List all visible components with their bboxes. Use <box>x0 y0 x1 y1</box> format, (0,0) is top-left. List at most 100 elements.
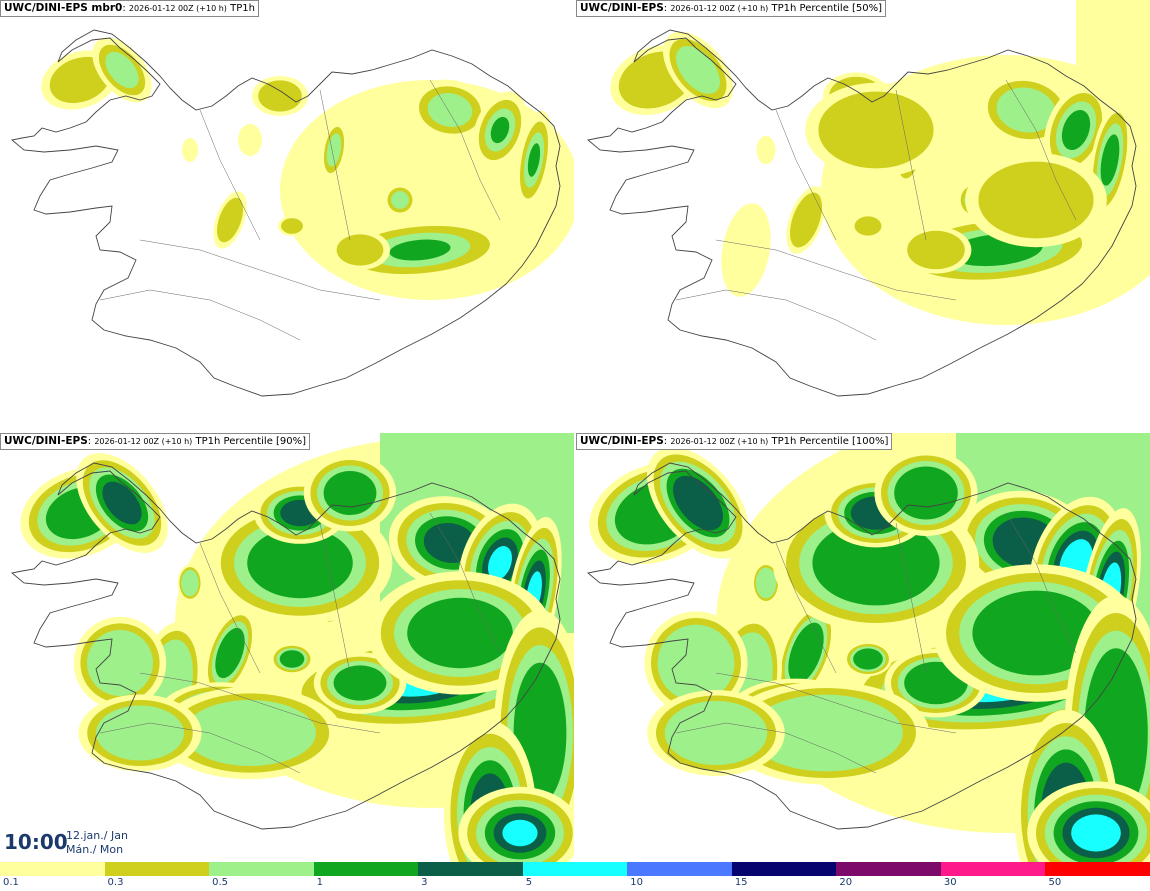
road-line <box>895 89 927 241</box>
map-panel-p50: UWC/DINI-EPS: 2026-01-12 00Z (+10 h) TP1… <box>576 0 1150 431</box>
run-time: 2026-01-12 00Z (+10 h) <box>94 437 193 446</box>
precip-contour <box>336 234 384 266</box>
precip-contour <box>673 475 723 531</box>
precip-map <box>586 433 1150 864</box>
precip-field <box>610 0 1150 325</box>
road-line <box>429 512 501 654</box>
precip-colorbar <box>0 862 1150 876</box>
precip-contour <box>281 218 303 234</box>
precip-contour <box>49 56 111 104</box>
precip-contour <box>812 520 940 606</box>
road-line <box>319 89 351 241</box>
precip-field <box>41 37 574 300</box>
road-line <box>775 542 837 674</box>
precip-contour <box>323 471 377 515</box>
road-line <box>715 672 957 734</box>
colorbar-tick-label: 0.1 <box>3 877 19 888</box>
precip-contour <box>853 648 883 670</box>
model-name: UWC/DINI-EPS <box>4 435 88 447</box>
colorbar-swatch <box>836 862 941 876</box>
precip-contour <box>721 203 771 297</box>
valid-date-line2: Mán./ Mon <box>66 843 124 856</box>
panel-title: UWC/DINI-EPS mbr0: 2026-01-12 00Z (+10 h… <box>0 0 259 17</box>
product-name: TP1h Percentile [50%] <box>771 3 883 14</box>
road-line <box>99 289 301 341</box>
coastline <box>10 462 561 830</box>
colorbar-tick-label: 0.3 <box>107 877 124 888</box>
road-line <box>319 522 351 674</box>
road-line <box>715 239 957 301</box>
model-name: UWC/DINI-EPS mbr0 <box>4 2 123 14</box>
colorbar-swatch <box>0 862 105 876</box>
road-line <box>675 289 877 341</box>
valid-date: 12.jan./ Jan Mán./ Mon <box>66 829 128 857</box>
colorbar-swatch <box>627 862 732 876</box>
road-line <box>199 109 261 241</box>
coastline <box>586 29 1137 397</box>
precip-contour <box>333 665 387 701</box>
precip-contour <box>1100 134 1120 186</box>
precip-contour <box>215 627 245 679</box>
colorbar-tick-label: 10 <box>630 877 643 888</box>
road-line <box>139 239 381 301</box>
road-line <box>139 672 381 734</box>
precip-contour <box>756 135 776 165</box>
colorbar-swatch <box>313 862 419 876</box>
panel-title: UWC/DINI-EPS: 2026-01-12 00Z (+10 h) TP1… <box>0 433 311 450</box>
precip-contour <box>1071 814 1121 852</box>
valid-time-box: 10:00 12.jan./ Jan Mán./ Mon <box>0 826 132 862</box>
precip-contour <box>657 624 735 702</box>
run-time: 2026-01-12 00Z (+10 h) <box>670 437 769 446</box>
precip-contour <box>788 622 824 684</box>
precip-contour <box>488 546 512 580</box>
precip-contour <box>664 701 768 765</box>
product-name: TP1h Percentile [100%] <box>771 436 889 447</box>
road-line <box>429 79 501 221</box>
coastline <box>10 29 561 397</box>
road-line <box>895 522 927 674</box>
precip-contour <box>247 527 353 599</box>
precip-contour <box>391 191 409 209</box>
precip-contour <box>238 124 262 156</box>
road-line <box>1005 512 1077 654</box>
precip-contour <box>818 91 934 169</box>
colorbar-tick-label: 5 <box>525 877 533 888</box>
precip-contour <box>755 567 777 599</box>
precip-contour <box>407 597 513 669</box>
road-line <box>199 542 261 674</box>
precip-contour <box>972 590 1100 676</box>
colorbar-tick-label: 20 <box>839 877 853 888</box>
precip-contour <box>181 569 199 597</box>
colorbar-tick-label: 15 <box>734 877 748 888</box>
precip-contour <box>490 116 510 144</box>
panel-title: UWC/DINI-EPS: 2026-01-12 00Z (+10 h) TP1… <box>576 433 893 450</box>
precip-contour <box>105 51 139 89</box>
colorbar-swatch <box>940 862 1046 876</box>
panel-title: UWC/DINI-EPS: 2026-01-12 00Z (+10 h) TP1… <box>576 0 887 17</box>
colorbar-swatch <box>1045 862 1150 876</box>
precip-contour <box>527 143 541 177</box>
precip-contour <box>1061 109 1091 151</box>
model-name: UWC/DINI-EPS <box>580 2 664 14</box>
road-line <box>99 722 301 774</box>
precip-contour <box>978 161 1094 239</box>
precip-contour <box>258 80 302 112</box>
valid-date-line1: 12.jan./ Jan <box>66 829 128 842</box>
precip-contour <box>182 138 198 162</box>
product-name: TP1h Percentile [90%] <box>195 436 307 447</box>
colorbar-tick-label: 30 <box>943 877 957 888</box>
road-line <box>775 109 837 241</box>
precip-contour <box>184 700 316 766</box>
precip-contour <box>996 87 1056 133</box>
colorbar-swatch <box>731 862 837 876</box>
colorbar-tick-label: 0.5 <box>212 877 228 888</box>
map-panel-p90: UWC/DINI-EPS: 2026-01-12 00Z (+10 h) TP1… <box>0 433 574 864</box>
precip-field <box>589 433 1150 864</box>
precip-field <box>20 433 574 864</box>
run-time: 2026-01-12 00Z (+10 h) <box>128 4 227 13</box>
precip-contour <box>894 466 958 520</box>
precip-map <box>10 29 574 397</box>
road-line <box>1005 79 1077 221</box>
precip-map <box>10 433 574 864</box>
coastline <box>586 462 1137 830</box>
